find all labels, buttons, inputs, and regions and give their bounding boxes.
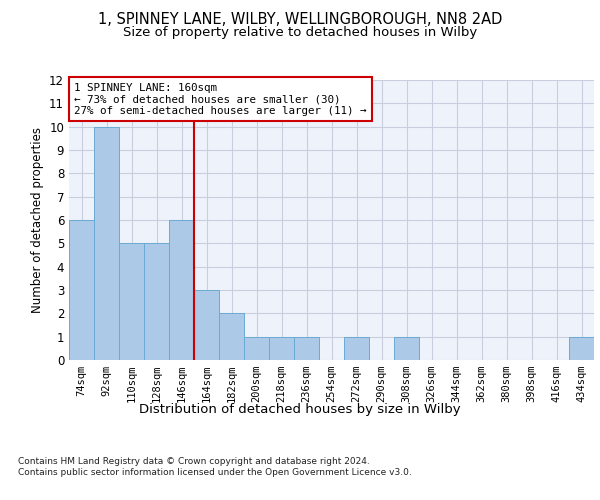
Text: Distribution of detached houses by size in Wilby: Distribution of detached houses by size … — [139, 402, 461, 415]
Bar — [94, 126, 119, 360]
Bar — [394, 336, 419, 360]
Bar — [294, 336, 319, 360]
Bar — [69, 220, 94, 360]
Text: 1, SPINNEY LANE, WILBY, WELLINGBOROUGH, NN8 2AD: 1, SPINNEY LANE, WILBY, WELLINGBOROUGH, … — [98, 12, 502, 28]
Text: Size of property relative to detached houses in Wilby: Size of property relative to detached ho… — [123, 26, 477, 39]
Bar — [269, 336, 294, 360]
Bar — [569, 336, 594, 360]
Bar — [144, 244, 169, 360]
Bar — [344, 336, 369, 360]
Bar — [119, 244, 144, 360]
Bar — [244, 336, 269, 360]
Bar — [169, 220, 194, 360]
Bar — [194, 290, 219, 360]
Bar — [219, 314, 244, 360]
Y-axis label: Number of detached properties: Number of detached properties — [31, 127, 44, 313]
Text: 1 SPINNEY LANE: 160sqm
← 73% of detached houses are smaller (30)
27% of semi-det: 1 SPINNEY LANE: 160sqm ← 73% of detached… — [74, 83, 367, 116]
Text: Contains HM Land Registry data © Crown copyright and database right 2024.
Contai: Contains HM Land Registry data © Crown c… — [18, 458, 412, 477]
